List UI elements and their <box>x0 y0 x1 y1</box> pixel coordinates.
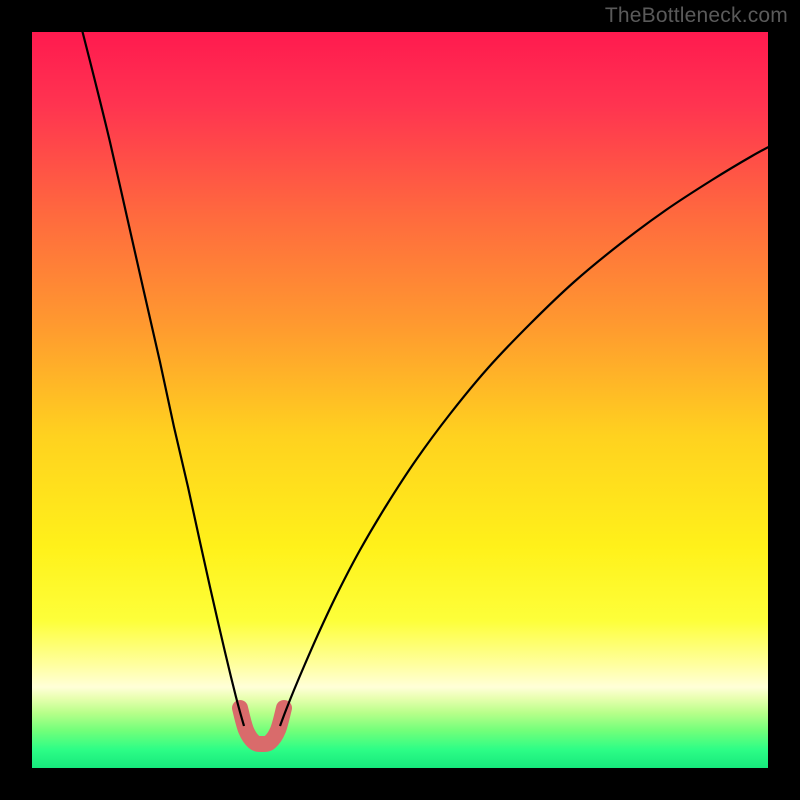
valley-marker <box>240 708 284 744</box>
curve-left-branch <box>80 32 244 726</box>
curve-right-branch <box>280 142 768 726</box>
frame-bottom <box>0 768 800 800</box>
watermark-text: TheBottleneck.com <box>605 4 788 28</box>
frame-left <box>0 0 32 800</box>
curve-svg <box>32 32 768 768</box>
frame-right <box>768 0 800 800</box>
plot-area <box>32 32 768 768</box>
